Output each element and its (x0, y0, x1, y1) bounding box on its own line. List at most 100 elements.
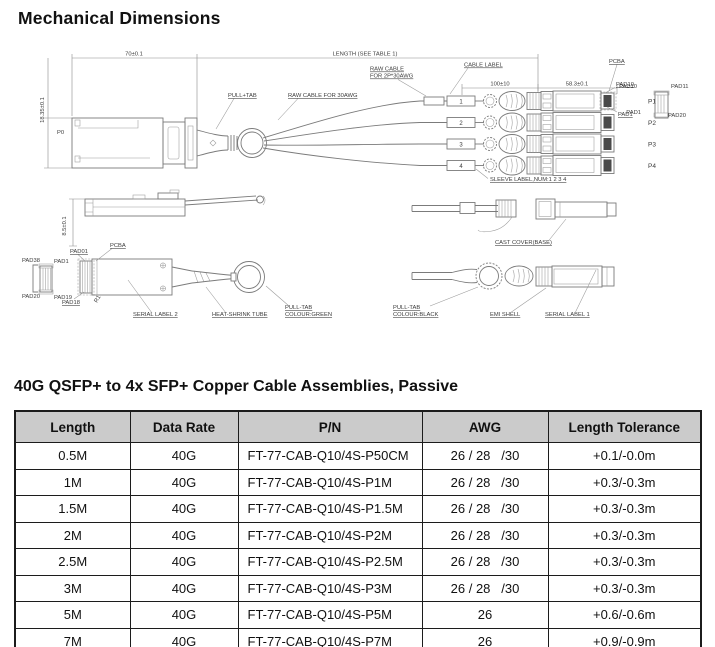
cell-length-tolerance: +0.3/-0.3m (547, 468, 702, 496)
pcba-dashed-outline (599, 91, 617, 111)
cell-awg: 26 / 28 /30 (421, 468, 549, 496)
cell-length-tolerance: +0.9/-0.9m (547, 627, 702, 647)
cable-label-annotation: CABLE LABEL (464, 63, 503, 69)
table-row: 2.5M 40G FT-77-CAB-Q10/4S-P2.5M 26 / 28 /30… (14, 548, 702, 576)
pad1-top-label: PAD1 (618, 112, 633, 118)
pad20-left-label: PAD20 (22, 294, 40, 300)
page-title: Mechanical Dimensions (18, 8, 221, 28)
bottom-left-annotations: PAD01 PCBA PAD18 R1 SERIAL LABEL 2 HEAT-… (62, 243, 332, 318)
detail-pad20-label: PAD20 (668, 113, 686, 119)
cell-pn: FT-77-CAB-Q10/4S-P2M (237, 521, 423, 549)
cell-length: 7M (14, 627, 131, 647)
cell-pn: FT-77-CAB-Q10/4S-P50CM (237, 442, 423, 470)
dim-1835-label: 18.35±0.1 (40, 97, 46, 123)
breakout-cables (262, 96, 447, 166)
cell-awg: 26 / 28 /30 (421, 548, 549, 576)
pad01-label: PAD01 (70, 249, 88, 255)
table-row: 3M 40G FT-77-CAB-Q10/4S-P3M 26 / 28 /30 +0.3… (14, 574, 702, 602)
table-row: 1M 40G FT-77-CAB-Q10/4S-P1M 26 / 28 /30 +0.3… (14, 468, 702, 496)
cell-awg: 26 / 28 /30 (421, 442, 549, 470)
cell-length: 0.5M (14, 442, 131, 470)
sfp-plug-1 (475, 90, 617, 112)
spec-table-head: Length Data Rate P/N AWG Length Tolerance (14, 410, 702, 443)
mechanical-drawing: 70±0.1 LENGTH (SEE TABLE 1) 18.35±0.1 10… (22, 52, 689, 319)
col-header-awg: AWG (421, 410, 549, 443)
cell-data-rate: 40G (129, 442, 239, 470)
cell-length: 1M (14, 468, 131, 496)
raw-cable-30awg-label: RAW CABLE FOR 30AWG (288, 93, 358, 99)
cell-length: 3M (14, 574, 131, 602)
col-header-data-rate: Data Rate (129, 410, 239, 443)
cell-length-tolerance: +0.3/-0.3m (547, 495, 702, 523)
sleeve-tag-2: 2 (459, 121, 463, 127)
cell-awg: 26 (421, 627, 549, 647)
cell-length-tolerance: +0.3/-0.3m (547, 574, 702, 602)
pad-detail-right: PAD10 PAD11 PAD1 PAD20 (619, 84, 688, 119)
port-label-p1: P1 (648, 99, 656, 106)
p0-port-label: P0 (57, 130, 64, 136)
sleeve-tags: 1 2 3 4 (446, 95, 476, 171)
cell-pn: FT-77-CAB-Q10/4S-P1M (237, 468, 423, 496)
sleeve-tag-1: 1 (459, 100, 463, 106)
dim-length-label: LENGTH (SEE TABLE 1) (333, 52, 398, 58)
sfp-plug-3 (475, 133, 615, 155)
cell-data-rate: 40G (129, 548, 239, 576)
cell-awg: 26 / 28 /30 (421, 495, 549, 523)
cell-awg: 26 / 28 /30 (421, 574, 549, 602)
spec-table-wrap: Length Data Rate P/N AWG Length Tolerance 0.… (14, 410, 702, 647)
top-annotations: PULL+TAB RAW CABLE FOR 30AWG RAW CABLE F… (215, 59, 634, 183)
cell-data-rate: 40G (129, 601, 239, 629)
dim-70-label: 70±0.1 (125, 52, 143, 58)
detail-pad1-label: PAD1 (626, 110, 641, 116)
pull-tab-black-label-2: COLOUR:BLACK (393, 312, 439, 318)
cell-length: 2M (14, 521, 131, 549)
pull-tab-ring (196, 128, 267, 158)
cell-data-rate: 40G (129, 495, 239, 523)
cell-data-rate: 40G (129, 468, 239, 496)
cell-pn: FT-77-CAB-Q10/4S-P1.5M (237, 495, 423, 523)
sfp-plug-4 (475, 155, 615, 176)
pad10-top-label: PAD10 (616, 82, 634, 88)
cell-data-rate: 40G (129, 521, 239, 549)
cell-length-tolerance: +0.6/-0.6m (547, 601, 702, 629)
qsfp-top-view (71, 117, 198, 169)
sfp-bottom-view: PULL-TAB COLOUR:BLACK EMI SHELL SERIAL L… (393, 262, 615, 318)
col-header-p-n: P/N (237, 410, 423, 443)
dim-85-label: 8.5±0.1 (62, 216, 68, 235)
sleeve-label-annotation: SLEEVE LABEL,NUM:1 2 3 4 (490, 177, 567, 183)
cell-length-tolerance: +0.3/-0.3m (547, 521, 702, 549)
dim-583-label: 58.3±0.1 (566, 82, 589, 88)
table-row: 5M 40G FT-77-CAB-Q10/4S-P5M 26 +0.6/-0.6m (14, 601, 702, 629)
pad38-label: PAD38 (22, 258, 40, 264)
table-row: 0.5M 40G FT-77-CAB-Q10/4S-P50CM 26 / 28 /30… (14, 442, 702, 470)
table-row: 2M 40G FT-77-CAB-Q10/4S-P2M 26 / 28 /30 +0.3… (14, 521, 702, 549)
detail-pad11-label: PAD11 (671, 84, 689, 90)
cell-pn: FT-77-CAB-Q10/4S-P7M (237, 627, 423, 647)
sfp-plug-2 (475, 112, 615, 133)
header-row: Length Data Rate P/N AWG Length Tolerance (14, 410, 702, 443)
cable-label-sleeve (423, 96, 445, 106)
qsfp-side-view (69, 189, 266, 247)
cell-pn: FT-77-CAB-Q10/4S-P5M (237, 601, 423, 629)
raw-cable-2p-label-1: RAW CABLE (370, 67, 404, 73)
port-label-p3: P3 (648, 142, 656, 149)
col-header-length-tolerance: Length Tolerance (547, 410, 702, 443)
pad-detail-left: PAD38 PAD1 PAD20 PAD19 (22, 258, 72, 301)
table-row: 7M 40G FT-77-CAB-Q10/4S-P7M 26 +0.9/-0.9m (14, 627, 702, 647)
sfp-side-view: CAST COVER(BASE) (411, 198, 617, 246)
r1-label: R1 (94, 295, 103, 304)
cell-length: 2.5M (14, 548, 131, 576)
raw-cable-2p-label-2: FOR 2P*30AWG (370, 74, 414, 80)
cell-length-tolerance: +0.3/-0.3m (547, 548, 702, 576)
serial-label-2: SERIAL LABEL 2 (133, 312, 178, 318)
pcba-top-label: PCBA (609, 59, 625, 65)
cell-data-rate: 40G (129, 627, 239, 647)
cell-pn: FT-77-CAB-Q10/4S-P2.5M (237, 548, 423, 576)
cell-pn: FT-77-CAB-Q10/4S-P3M (237, 574, 423, 602)
port-label-p2: P2 (648, 120, 656, 127)
pull-tab-green-label-1: PULL-TAB (285, 305, 312, 311)
sleeve-tag-4: 4 (459, 164, 463, 170)
cell-data-rate: 40G (129, 574, 239, 602)
port-label-p4: P4 (648, 163, 656, 170)
